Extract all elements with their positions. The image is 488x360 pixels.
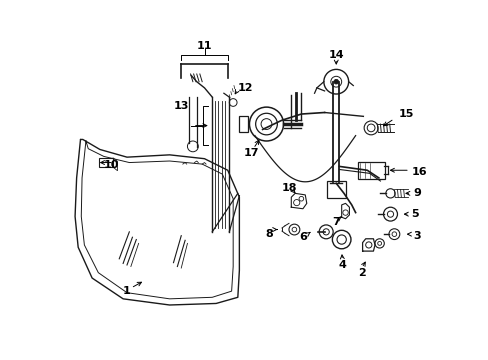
Text: 3: 3 [412, 231, 420, 241]
Text: 8: 8 [264, 229, 272, 239]
Bar [357, 162, 384, 179]
Circle shape [333, 80, 338, 84]
Text: 7: 7 [332, 217, 340, 227]
Text: 14: 14 [328, 50, 344, 60]
Text: 16: 16 [410, 167, 426, 177]
Text: 11: 11 [196, 41, 212, 50]
Text: 1: 1 [123, 286, 131, 296]
Text: 13: 13 [173, 101, 188, 111]
Text: 4: 4 [338, 260, 346, 270]
Bar [238, 116, 247, 132]
Text: 9: 9 [412, 188, 420, 198]
Text: 12: 12 [237, 83, 253, 93]
Text: 10: 10 [103, 160, 119, 170]
Text: 18: 18 [282, 183, 297, 193]
Text: 17: 17 [243, 148, 258, 158]
Text: 2: 2 [357, 268, 365, 278]
Text: 6: 6 [298, 232, 306, 242]
Text: 5: 5 [410, 209, 418, 219]
Bar [99, 158, 113, 167]
Text: 15: 15 [397, 109, 413, 119]
Bar [326, 181, 345, 198]
